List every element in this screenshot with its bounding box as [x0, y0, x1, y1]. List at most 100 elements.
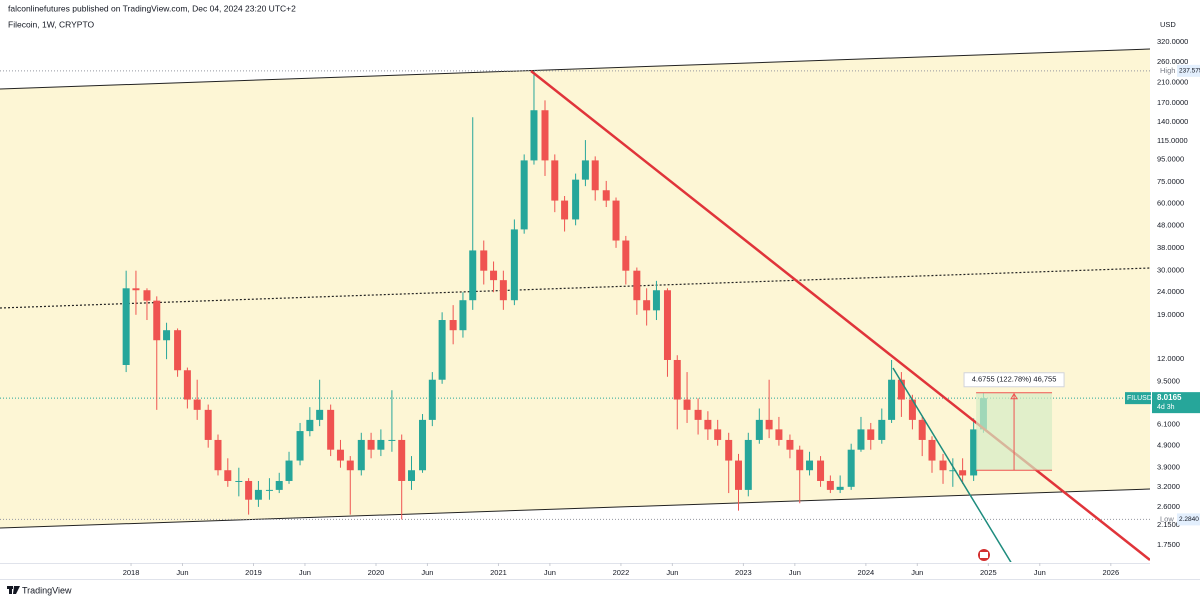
candle-body — [714, 429, 722, 440]
y-tick-label: 6.1000 — [1157, 420, 1180, 429]
candle-body — [867, 429, 875, 440]
low-marker-box — [1177, 513, 1200, 526]
candle-body — [398, 439, 406, 481]
candle-body — [663, 290, 671, 360]
candle-body — [826, 480, 834, 490]
candle-body — [122, 288, 130, 365]
overlay — [976, 392, 1053, 471]
candle-body — [346, 460, 354, 471]
candle-body — [806, 460, 814, 471]
channel-bottom — [0, 488, 1150, 529]
candle-body — [377, 439, 385, 450]
y-tick-label: 38.0000 — [1157, 243, 1184, 252]
y-tick-label: 48.0000 — [1157, 220, 1184, 229]
candle-body — [612, 200, 620, 241]
candle-body — [459, 300, 467, 331]
channel-top — [0, 48, 1150, 90]
candle-body — [336, 449, 344, 461]
candle-body — [581, 160, 589, 180]
candle-body — [817, 460, 825, 481]
candle-body — [510, 229, 518, 301]
candle-body — [193, 399, 201, 410]
y-tick-label: 19.0000 — [1157, 310, 1184, 319]
y-tick-label: 12.0000 — [1157, 354, 1184, 363]
candle-body — [602, 190, 610, 201]
candle-body — [744, 439, 752, 490]
candle-body — [847, 449, 855, 487]
measure-label: 4.6755 (122.78%) 46,755 — [972, 375, 1057, 384]
candle-body — [285, 460, 293, 481]
low-marker-text: Low — [1160, 514, 1174, 523]
candle-body — [357, 439, 365, 471]
x-tick-label: Jun — [176, 568, 188, 577]
x-tick-label: 2024 — [858, 568, 875, 577]
candle-body — [857, 429, 865, 450]
high-marker-box — [1177, 64, 1200, 77]
candle-body — [572, 179, 580, 220]
y-tick-label: 9.5000 — [1157, 377, 1180, 386]
y-tick-label: 1.7500 — [1157, 540, 1180, 549]
red-trendline — [530, 70, 1150, 561]
x-tick-label: Jun — [789, 568, 801, 577]
channel-fill — [0, 49, 1150, 528]
candle-body — [622, 240, 630, 271]
y-tick-label: 115.0000 — [1157, 136, 1188, 145]
x-tick-label: Jun — [421, 568, 433, 577]
candle-body — [683, 399, 691, 410]
candle-body — [786, 439, 794, 450]
y-tick-label: 140.0000 — [1157, 117, 1188, 126]
candle-body — [633, 270, 641, 301]
candle-body — [755, 419, 763, 440]
y-tick-label: 3.2000 — [1157, 482, 1180, 491]
measure-label-box — [963, 372, 1065, 388]
candle-body — [643, 300, 651, 311]
last-price-symbol-box — [1125, 392, 1151, 405]
candle-body — [499, 280, 507, 301]
candle-body — [419, 419, 427, 471]
candle-body — [388, 439, 396, 441]
candle-body — [836, 486, 844, 490]
plot — [0, 48, 1150, 562]
candle-body — [174, 330, 182, 371]
candle-body — [153, 300, 161, 341]
candle-body — [480, 250, 488, 271]
last-price-value: 8.0165 — [1157, 393, 1182, 402]
y-tick-label: 3.9000 — [1157, 463, 1180, 472]
brand: TradingView — [22, 585, 72, 595]
publisher-line: falconlinefutures published on TradingVi… — [8, 3, 296, 13]
candle-body — [490, 270, 498, 281]
candle-body — [888, 379, 896, 420]
candle-body — [694, 409, 702, 420]
candle-body — [254, 489, 262, 500]
x-tick-label: 2018 — [123, 568, 140, 577]
y-tick-label: 210.0000 — [1157, 78, 1188, 87]
candle-body — [878, 419, 886, 440]
candle-body — [204, 409, 212, 440]
high-marker-text: High — [1160, 66, 1175, 75]
candle-body — [296, 431, 304, 461]
candle-body — [224, 470, 232, 481]
candle-body — [949, 470, 957, 472]
currency-label: USD — [1160, 20, 1176, 29]
candle-body — [520, 160, 528, 230]
y-tick-label: 4.9000 — [1157, 441, 1180, 450]
teal-trendline — [892, 367, 1012, 562]
logo-mark — [9, 586, 12, 594]
last-price-box — [1152, 392, 1200, 414]
candle-body — [306, 419, 314, 432]
candle-body — [132, 288, 140, 291]
candle-body — [775, 429, 783, 440]
candle-body — [591, 160, 599, 191]
last-price-symbol: FILUSD — [1127, 395, 1152, 402]
candle-body — [908, 399, 916, 420]
symbol-title: Filecoin, 1W, CRYPTO — [8, 19, 95, 29]
candle-body — [438, 320, 446, 380]
x-tick-label: 2026 — [1102, 568, 1119, 577]
y-tick-label: 260.0000 — [1157, 57, 1188, 66]
high-marker-label: 237.5750 — [1179, 68, 1200, 75]
candle-body — [939, 460, 947, 471]
candle-body — [183, 370, 191, 400]
x-tick-label: 2022 — [613, 568, 630, 577]
candle-body — [449, 320, 457, 331]
